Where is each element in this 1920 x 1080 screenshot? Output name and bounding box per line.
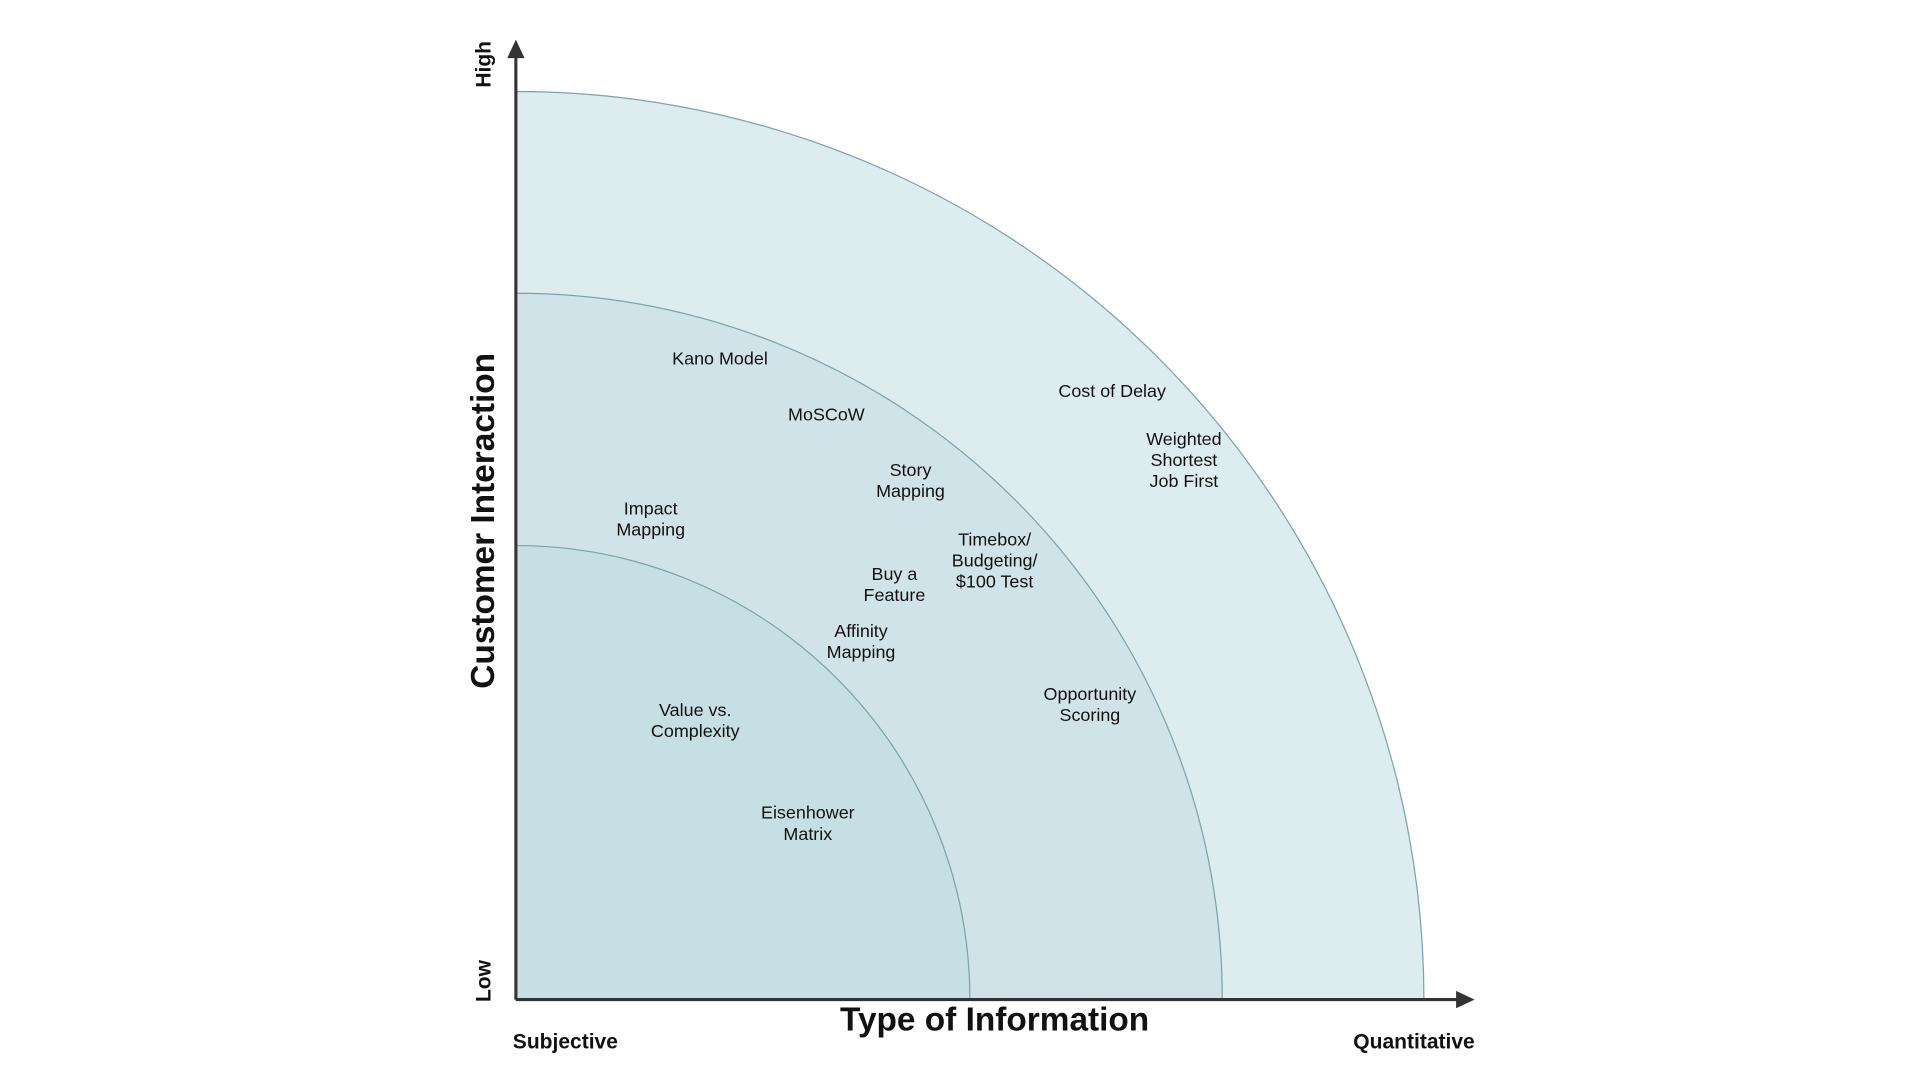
item-label: Mapping: [616, 519, 685, 539]
item-label: Shortest: [1151, 450, 1218, 470]
item-label: Feature: [864, 585, 926, 605]
item-label: Mapping: [876, 481, 945, 501]
inner-ring: [515, 544, 971, 1001]
y-low-label: Low: [473, 959, 496, 1002]
item-label: Weighted: [1146, 429, 1221, 449]
x-arrow: [1456, 990, 1475, 1009]
item-label: Budgeting/: [952, 550, 1038, 570]
item-label: Story: [890, 460, 932, 480]
item-label: Impact: [624, 498, 678, 518]
item-label: MoSCoW: [788, 404, 865, 424]
item-label: Complexity: [651, 721, 740, 741]
y-arrow: [507, 39, 525, 59]
item-label: Buy a: [872, 564, 918, 584]
y-axis-title: Customer Interaction: [465, 353, 502, 689]
item-label: Kano Model: [672, 349, 768, 369]
item-label: Eisenhower: [761, 803, 855, 823]
x-high-label: Quantitative: [1353, 1030, 1474, 1053]
item-label: Scoring: [1060, 705, 1121, 725]
item-label: Matrix: [783, 824, 832, 844]
item-label: Cost of Delay: [1058, 381, 1166, 401]
x-low-label: Subjective: [513, 1030, 618, 1053]
item-label: Job First: [1150, 471, 1219, 491]
y-high-label: High: [473, 41, 496, 88]
item-label: Timebox/: [958, 529, 1031, 549]
item-label: Value vs.: [659, 700, 731, 720]
item-label: Mapping: [827, 642, 896, 662]
item-label: $100 Test: [956, 571, 1033, 591]
item-label: Affinity: [834, 621, 887, 641]
item-label: Opportunity: [1044, 684, 1137, 704]
x-axis-title: Type of Information: [840, 1002, 1149, 1039]
